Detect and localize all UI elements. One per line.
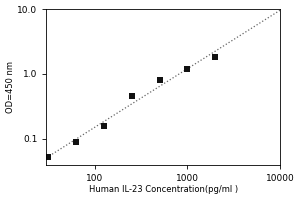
Point [185,67,190,70]
Point [129,95,134,98]
Point [74,141,78,144]
X-axis label: Human IL-23 Concentration(pg/ml ): Human IL-23 Concentration(pg/ml ) [89,185,238,194]
Point [101,124,106,127]
Point [157,78,162,81]
Point [46,156,50,159]
Point [213,56,218,59]
Y-axis label: OD=450 nm: OD=450 nm [6,61,15,113]
